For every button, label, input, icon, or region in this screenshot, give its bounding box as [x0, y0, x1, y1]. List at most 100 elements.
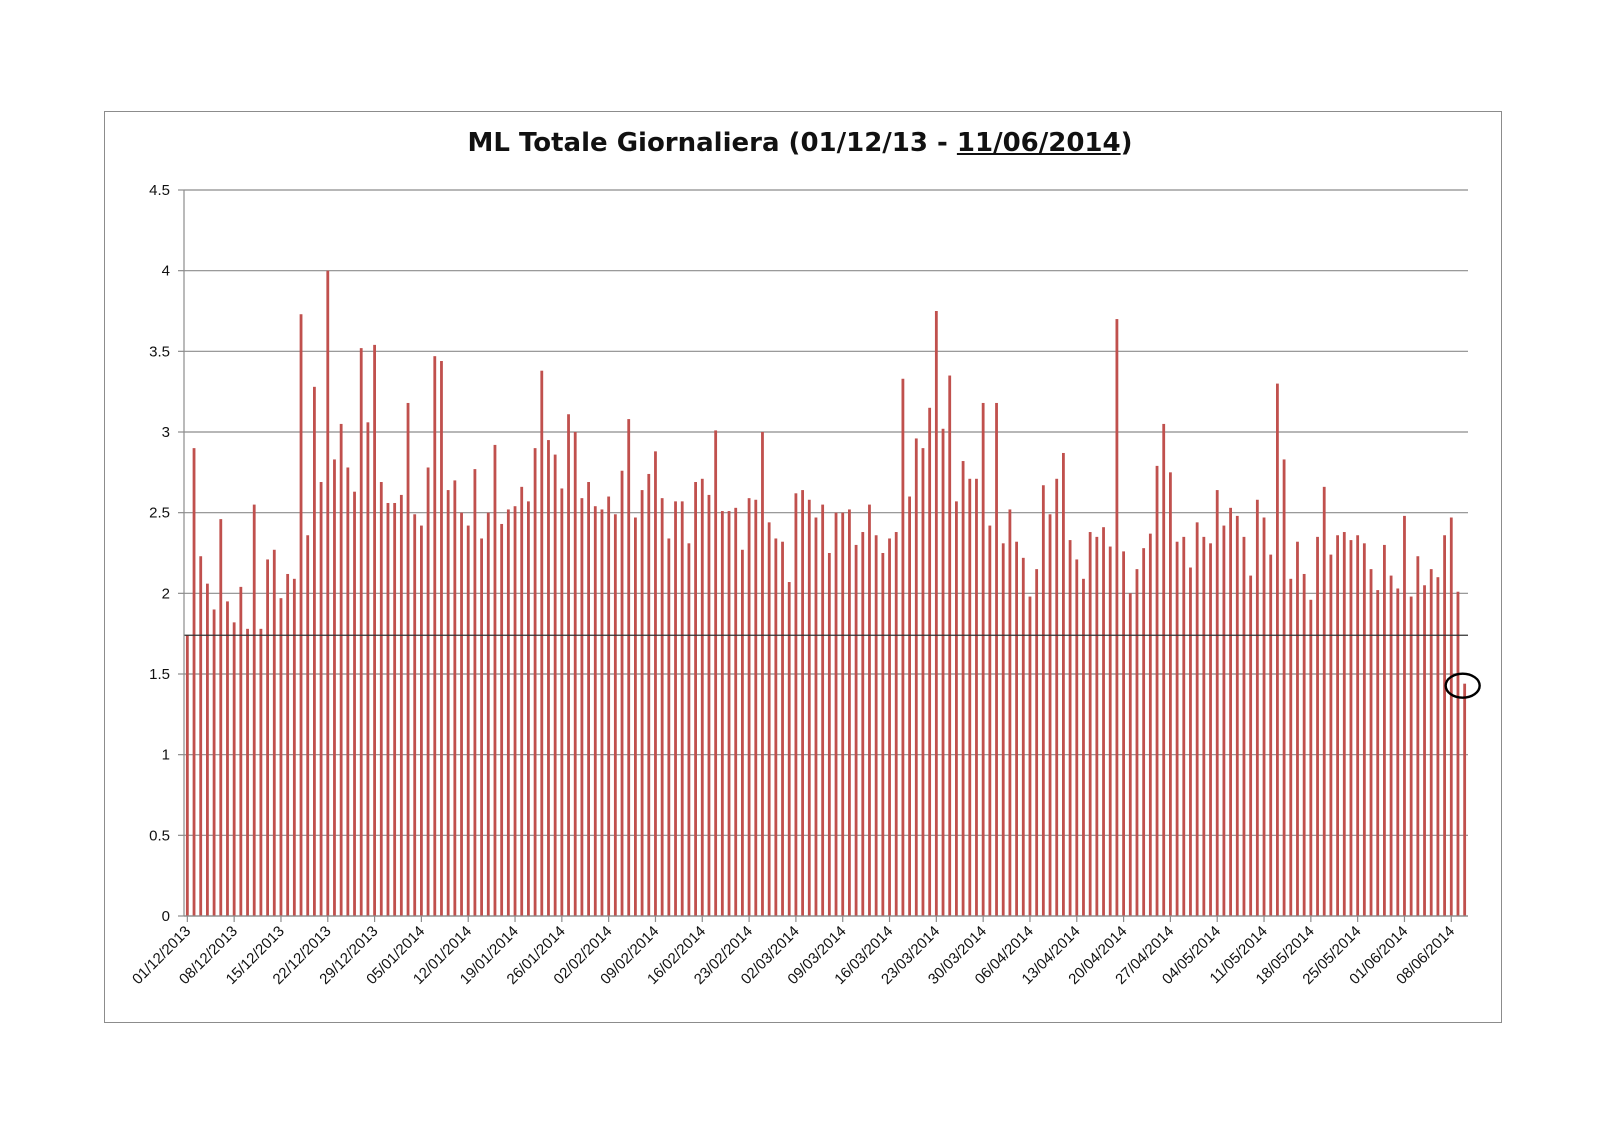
bar [1155, 465, 1159, 916]
bar [1021, 557, 1025, 916]
bars [185, 270, 1467, 917]
bar [306, 535, 310, 916]
bar [1449, 517, 1453, 916]
bar [1142, 548, 1146, 916]
y-tick-label: 3 [162, 424, 170, 441]
bar [734, 507, 738, 916]
bar [319, 482, 323, 916]
bar [259, 628, 263, 916]
bar [607, 496, 611, 916]
bar [1349, 540, 1353, 916]
bar [747, 498, 751, 916]
bar [486, 512, 490, 916]
chart-title: ML Totale Giornaliera (01/12/13 - 11/06/… [0, 128, 1600, 158]
bar [359, 348, 363, 916]
bar [1215, 490, 1219, 916]
bar [908, 496, 911, 916]
bar [1329, 554, 1333, 916]
bar [781, 541, 784, 916]
bar [520, 486, 524, 916]
bar [1436, 577, 1440, 916]
bar [366, 422, 370, 916]
bar [720, 511, 724, 916]
bar [1262, 517, 1266, 916]
bar [1068, 540, 1072, 916]
chart-title-end-date: 11/06/2014 [956, 128, 1121, 158]
bar [232, 622, 236, 916]
bar [593, 506, 597, 916]
bar [874, 535, 878, 916]
bar [1429, 569, 1433, 916]
bar [500, 523, 504, 916]
bar [901, 378, 905, 916]
bar [968, 478, 972, 916]
bar [540, 370, 544, 916]
bar [1362, 543, 1366, 916]
bar [339, 423, 343, 916]
bar [1342, 532, 1346, 916]
bar [1015, 541, 1018, 916]
bar [580, 498, 584, 916]
bar [1369, 569, 1373, 916]
bar [981, 402, 985, 917]
bar [1416, 556, 1420, 916]
bar [533, 448, 537, 916]
bar [801, 490, 804, 916]
bar [272, 549, 276, 916]
bar [660, 498, 664, 916]
bar [620, 470, 624, 916]
bar [192, 448, 196, 916]
bar [399, 494, 403, 916]
bar [413, 514, 417, 916]
bar [1195, 522, 1199, 916]
bar [460, 512, 463, 916]
bar [547, 440, 550, 916]
bar [279, 598, 283, 916]
bar [821, 504, 825, 916]
bar [1222, 525, 1226, 916]
bar [921, 448, 925, 916]
bar [1041, 485, 1045, 916]
bar [741, 549, 744, 916]
y-tick-label: 2 [162, 585, 170, 602]
bar [1035, 569, 1039, 916]
bar [426, 467, 430, 916]
bar [1135, 569, 1139, 916]
bar [1242, 536, 1246, 916]
bar [292, 578, 296, 916]
bar [687, 543, 691, 916]
bar [613, 514, 617, 916]
bar [1443, 535, 1446, 916]
bar [1255, 499, 1259, 916]
bar [700, 478, 704, 916]
axes [183, 190, 1468, 922]
bar [480, 538, 483, 916]
bar [1008, 509, 1012, 916]
bar [506, 509, 510, 916]
bar [185, 635, 189, 916]
bar [1249, 575, 1253, 916]
bar [1115, 319, 1119, 916]
bar [1088, 532, 1092, 916]
bar [206, 583, 209, 916]
bar [988, 525, 992, 916]
bar [948, 375, 952, 916]
bar [226, 601, 229, 916]
bar [1409, 596, 1413, 916]
bar [1302, 573, 1306, 916]
bar [961, 461, 965, 916]
bar [1282, 459, 1286, 916]
bar [567, 414, 570, 916]
bar [239, 586, 243, 916]
bar [1048, 514, 1052, 916]
bar [1082, 578, 1085, 916]
bar [1289, 578, 1293, 916]
bar [373, 344, 376, 916]
bar [513, 506, 517, 916]
bar [654, 451, 657, 916]
bar [1456, 591, 1460, 916]
bar [493, 444, 497, 916]
bar [694, 482, 697, 916]
bar [774, 538, 778, 916]
bar [1108, 546, 1112, 916]
